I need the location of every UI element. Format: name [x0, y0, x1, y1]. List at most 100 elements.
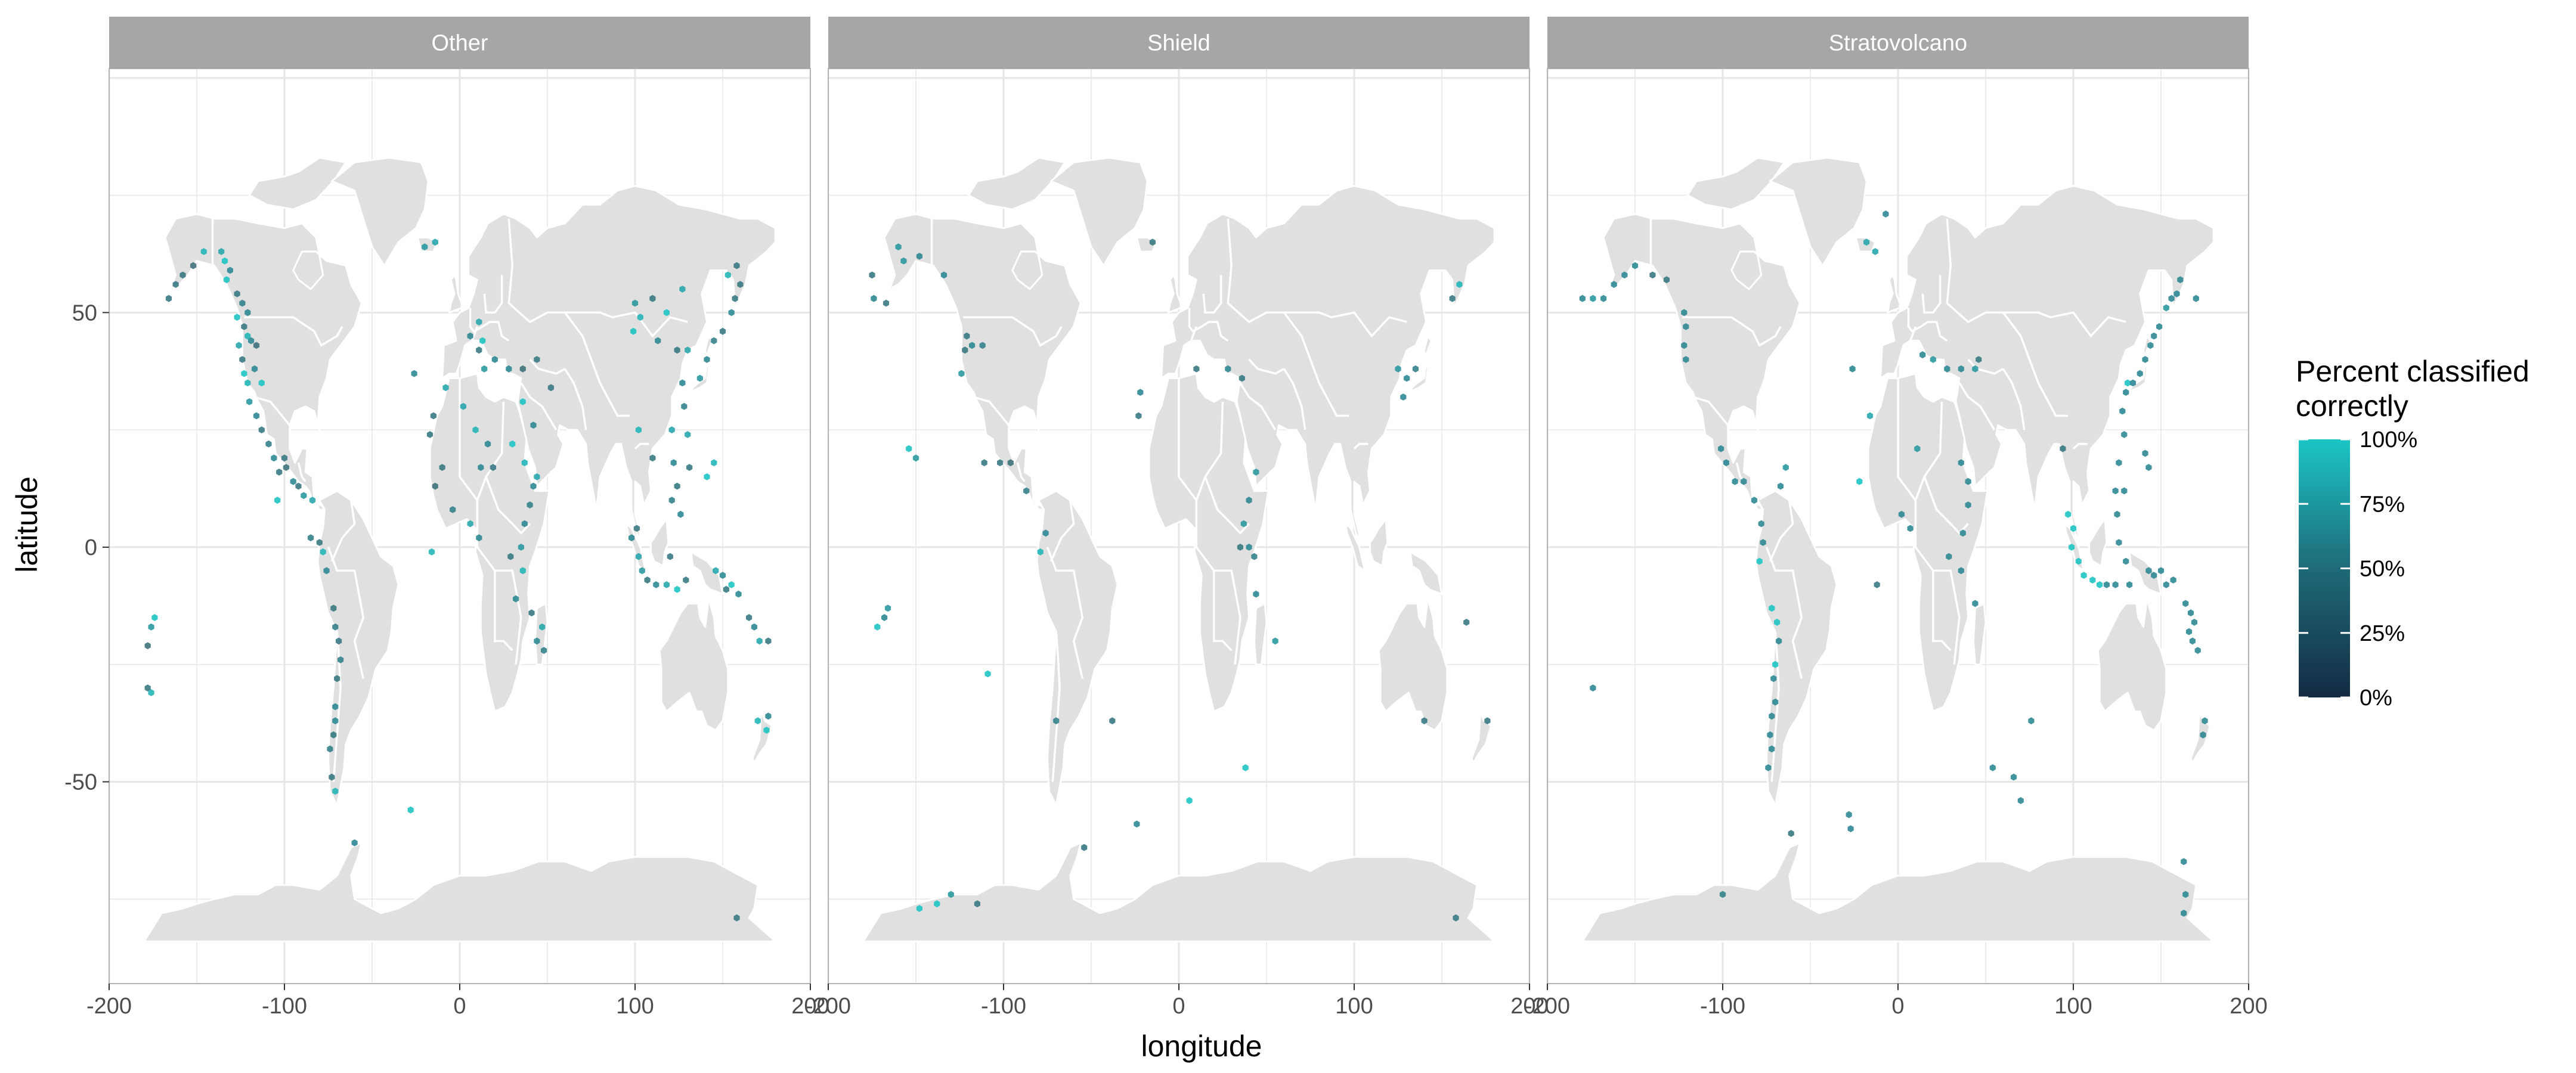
hexbin-cell [765, 712, 772, 720]
hexbin-cell [172, 281, 179, 288]
country-border [1213, 570, 1233, 652]
hexbin-cell [1769, 712, 1775, 720]
hexbin-cell [1240, 520, 1247, 528]
hexbin-cell [746, 614, 753, 621]
hexbin-cell [655, 337, 661, 345]
hexbin-cell [2129, 379, 2137, 387]
country-border [1202, 275, 1222, 314]
world-land [862, 157, 1496, 942]
legend-label: 50% [2360, 557, 2405, 582]
hexbin-cell [1253, 469, 1259, 476]
country-border [330, 500, 356, 562]
country-border [1016, 462, 1026, 482]
x-tick-label: 100 [616, 994, 654, 1019]
hexbin-cell [472, 426, 479, 433]
hexbin-cell [1872, 248, 1878, 255]
hexbin-cell [958, 370, 965, 377]
land-polygon [1886, 274, 1901, 314]
hexbin-cell [323, 567, 330, 575]
x-tick-label: 200 [791, 994, 829, 1019]
hexbin-cell [484, 440, 491, 448]
hexbin-cell [884, 604, 891, 612]
legend-title-line-2: correctly [2296, 389, 2408, 423]
hexbin-cell [2182, 600, 2189, 607]
hexbin-cell [1412, 365, 1419, 373]
hexbin-cell [1246, 544, 1252, 551]
hexbin-cell [308, 534, 314, 542]
hexbin-cell [330, 604, 337, 612]
hexbin-cell [290, 477, 296, 485]
y-tick-label: -50 [64, 770, 97, 795]
hexbin-cell [948, 891, 954, 898]
country-border [485, 476, 531, 535]
hexbin-cell [667, 553, 673, 560]
facets: Other Shield Stratovolcano [109, 17, 2249, 984]
hexbin-cell [679, 379, 686, 387]
country-border [1178, 378, 1224, 503]
land-polygon [1344, 523, 1366, 572]
hexbin-cell [1681, 342, 1688, 349]
hexbin-cell [723, 585, 729, 593]
hexbin-cell [2181, 910, 2187, 917]
hexbin-cell [179, 271, 186, 279]
hexbin-cell [649, 454, 656, 462]
hexbin-cell [1989, 764, 1996, 771]
country-border [520, 382, 558, 430]
hexbin-cell [639, 567, 645, 575]
hexbin-cell [668, 426, 675, 433]
hexbin-cell [683, 576, 689, 584]
hexbin-cell [334, 675, 340, 683]
hexbin-cell [934, 900, 940, 908]
hexbin-cell [1718, 445, 1724, 452]
country-border [1051, 631, 1061, 782]
hexbin-cell [900, 257, 907, 265]
hexbin-cell [534, 473, 540, 480]
hexbin-cell [530, 482, 537, 490]
hexbin-cell [1251, 553, 1258, 560]
hexbin-cell [1741, 477, 1747, 485]
hexbin-cell [1600, 294, 1607, 302]
land-polygon [1686, 157, 1785, 210]
hexbin-cell [751, 623, 757, 631]
hexbin-cell [265, 440, 272, 448]
land-polygon [967, 157, 1066, 210]
hexbin-cell [2121, 487, 2128, 495]
hexbin-cell [411, 370, 417, 377]
hexbin-cell [2137, 370, 2143, 377]
land-polygon [1377, 598, 1448, 731]
hexbin-cell [165, 294, 172, 302]
hexbin-cell [663, 309, 670, 317]
country-border [564, 368, 587, 430]
strip-stratovolcano [1547, 17, 2249, 69]
hexbin-cell [1453, 914, 1459, 922]
hexbin-cell [677, 510, 684, 518]
hexbin-cell [513, 595, 519, 603]
hexbin-cell [1081, 843, 1088, 851]
hexbin-cell [476, 318, 482, 325]
hexbin-cell [2182, 891, 2189, 898]
country-border [1682, 316, 1782, 347]
hexbin-cell [635, 426, 642, 433]
hexbin-cell [2200, 731, 2206, 739]
hexbin-cell [883, 299, 890, 307]
hexbin-cell [1590, 684, 1596, 691]
hexbin-cell [719, 572, 726, 579]
hexbin-cell [2123, 557, 2129, 565]
hexbin-cell [329, 773, 335, 781]
hexbin-cell [1135, 412, 1142, 420]
country-border [2072, 442, 2088, 449]
hexbin-cell [478, 464, 484, 471]
hexbin-cell [719, 327, 726, 335]
hexbin-cell [737, 281, 744, 288]
hexbin-cell [1134, 820, 1140, 828]
hexbin-cell [1272, 637, 1278, 645]
hexbin-cell [301, 492, 307, 500]
hexbin-cell [506, 365, 512, 373]
country-border [2002, 368, 2026, 430]
hexbin-cell [630, 327, 637, 335]
country-border [565, 311, 688, 338]
hexbin-cell [1758, 520, 1764, 528]
hexbin-cell [1621, 271, 1628, 279]
hexbin-cell [686, 464, 693, 471]
country-border [1765, 547, 1803, 679]
